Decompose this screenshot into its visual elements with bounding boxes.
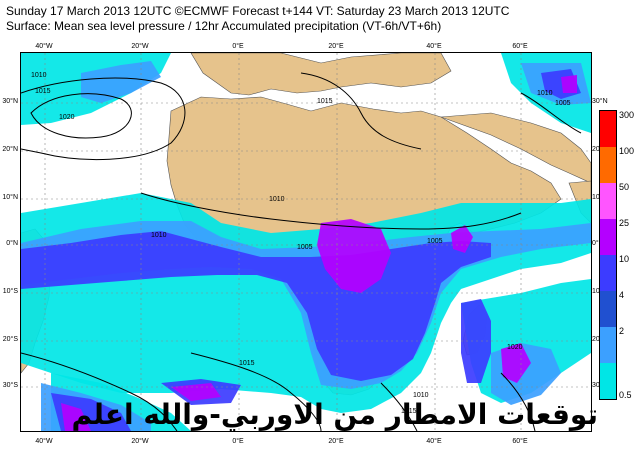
- map-subtitle: Surface: Mean sea level pressure / 12hr …: [6, 19, 442, 33]
- legend-label: 300: [619, 110, 635, 120]
- graticule: [21, 53, 591, 431]
- precip-very-heavy-layer: [61, 75, 577, 431]
- lat-label: 0°N: [6, 240, 18, 247]
- isobar-label: 1015: [401, 408, 417, 415]
- legend-label: 10: [619, 254, 630, 264]
- lon-label-bottom: 40°W: [35, 438, 53, 445]
- europe-land: [190, 53, 452, 96]
- isobar-label: 1005: [555, 100, 571, 107]
- isobar-label: 1010: [413, 392, 429, 399]
- isobar-labels: 1010 1015 1020 1015 1010 1005 1010 1005 …: [31, 72, 571, 415]
- isobar-label: 1015: [35, 88, 51, 95]
- isobar-label: 1005: [427, 238, 443, 245]
- lon-label-bottom: 0°E: [232, 438, 244, 445]
- lon-label-bottom: 60°E: [512, 438, 528, 445]
- isobar-label: 1020: [59, 114, 75, 121]
- isobar-label: 1005: [297, 244, 313, 251]
- lon-label-top: 20°W: [131, 43, 149, 50]
- isobar-label: 1015: [317, 98, 333, 105]
- weather-map-canvas: 1010 1015 1020 1015 1010 1005 1010 1005 …: [21, 53, 591, 431]
- lon-label-top: 60°E: [512, 43, 528, 50]
- lon-label-top: 40°E: [426, 43, 442, 50]
- arabia-land: [440, 112, 591, 184]
- lat-label: 30°N: [2, 98, 18, 105]
- legend-box-50: [600, 183, 616, 219]
- isobar-label: 1010: [537, 90, 553, 97]
- legend-label: 0.5: [619, 390, 632, 400]
- isobar-label: 1010: [31, 72, 47, 79]
- lon-label-top: 40°W: [35, 43, 53, 50]
- legend-label: 100: [619, 146, 635, 156]
- legend-box-4: [600, 291, 616, 327]
- isobar-label: 1010: [269, 196, 285, 203]
- lon-label-bottom: 40°E: [426, 438, 442, 445]
- legend-box-25: [600, 219, 616, 255]
- legend-label: 4: [619, 290, 625, 300]
- weather-map: 1010 1015 1020 1015 1010 1005 1010 1005 …: [20, 52, 592, 432]
- lat-label: 20°N: [2, 146, 18, 153]
- arabic-overlay-caption: توقعات الامطار من الاوربي-والله اعلم: [71, 398, 598, 431]
- lat-label-right: 30°N: [592, 98, 608, 105]
- legend-box-300: [600, 111, 616, 147]
- precip-legend: [599, 110, 617, 400]
- lat-label: 10°S: [2, 288, 18, 295]
- lat-label: 30°S: [2, 382, 18, 389]
- lon-label-top: 20°E: [328, 43, 344, 50]
- lat-label: 10°N: [2, 194, 18, 201]
- legend-label: 50: [619, 182, 630, 192]
- isobar-label: 1015: [239, 360, 255, 367]
- legend-box-100: [600, 147, 616, 183]
- isobar-label: 1020: [507, 344, 523, 351]
- legend-box-10: [600, 255, 616, 291]
- lat-label-right: 0°N: [592, 240, 604, 247]
- isobars: [21, 72, 582, 431]
- lon-label-bottom: 20°E: [328, 438, 344, 445]
- lon-label-bottom: 20°W: [131, 438, 149, 445]
- map-title: Sunday 17 March 2013 12UTC ©ECMWF Foreca…: [6, 4, 510, 18]
- legend-label: 2: [619, 326, 625, 336]
- legend-box-2: [600, 327, 616, 363]
- legend-label: 25: [619, 218, 630, 228]
- isobar-label: 1010: [151, 232, 167, 239]
- lon-label-top: 0°E: [232, 43, 244, 50]
- lat-label: 20°S: [2, 336, 18, 343]
- legend-box-0.5: [600, 363, 616, 399]
